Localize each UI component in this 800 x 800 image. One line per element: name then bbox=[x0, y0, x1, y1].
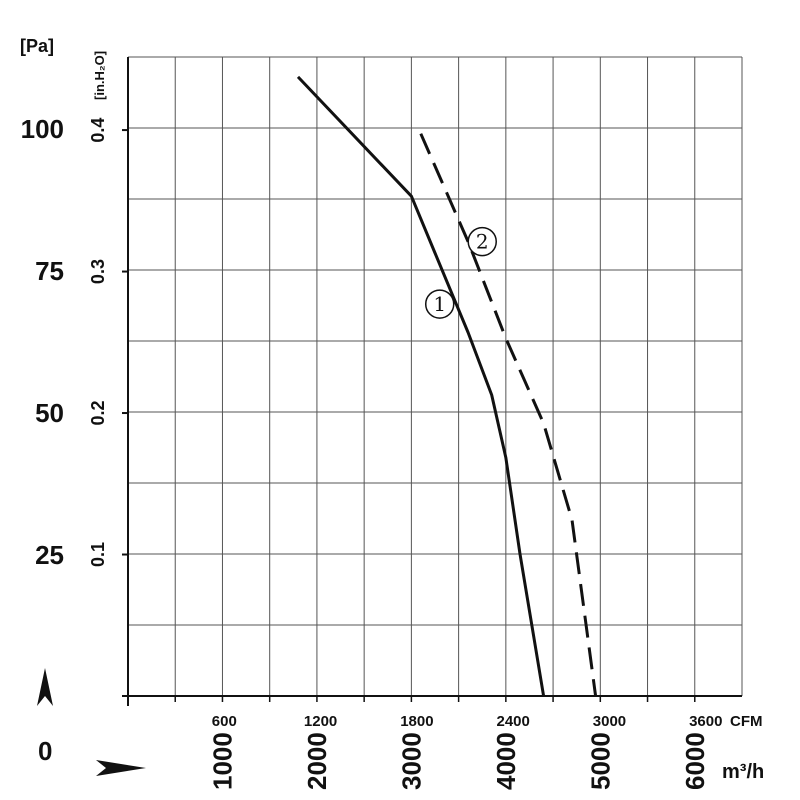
curve-marker-ring bbox=[424, 289, 455, 319]
pa-tick-label: 50 bbox=[35, 398, 64, 428]
inh2o-tick-label: 0.2 bbox=[88, 401, 108, 426]
x-axis-arrow-icon bbox=[96, 760, 146, 776]
m3h-tick-label: 5000 bbox=[585, 732, 615, 790]
axes bbox=[122, 57, 742, 706]
cfm-tick-label: 2400 bbox=[496, 713, 529, 730]
cfm-tick-label: 600 bbox=[212, 713, 237, 730]
m3h-tick-label: 3000 bbox=[396, 732, 426, 790]
origin-label: 0 bbox=[38, 736, 52, 766]
cfm-tick-label: 3600 bbox=[689, 713, 722, 730]
grid bbox=[128, 56, 743, 696]
curve-1 bbox=[296, 75, 546, 697]
cfm-unit-label: CFM bbox=[730, 713, 763, 730]
m3h-tick-label: 4000 bbox=[491, 732, 521, 790]
inh2o-tick-label: 0.4 bbox=[88, 118, 108, 143]
pa-tick-label: 75 bbox=[35, 256, 64, 286]
curves bbox=[296, 75, 598, 697]
curve-2 bbox=[419, 133, 598, 697]
cfm-tick-label: 1800 bbox=[400, 713, 433, 730]
curve-marker-label: 1 bbox=[433, 292, 446, 316]
pa-unit-label: [Pa] bbox=[20, 36, 54, 56]
m3h-unit-label: m³/h bbox=[722, 761, 764, 783]
inh2o-tick-label: 0.1 bbox=[88, 542, 108, 567]
m3h-tick-label: 1000 bbox=[207, 732, 237, 790]
inh2o-unit-label: [in.H₂O] bbox=[92, 51, 107, 100]
curve-marker-ring bbox=[467, 226, 497, 257]
curve-marker-label: 2 bbox=[476, 230, 489, 254]
pa-tick-label: 25 bbox=[35, 540, 64, 570]
labels: 25 50 75 100 0.1 0.2 0.3 0.4 600 1200 1800 2400 3000… bbox=[21, 114, 723, 790]
m3h-tick-label: 6000 bbox=[680, 732, 710, 790]
m3h-tick-label: 2000 bbox=[302, 732, 332, 790]
pa-tick-label: 100 bbox=[21, 114, 64, 144]
cfm-tick-label: 1200 bbox=[304, 713, 337, 730]
cfm-tick-label: 3000 bbox=[593, 713, 626, 730]
y-axis-arrow-icon bbox=[37, 668, 53, 706]
inh2o-tick-label: 0.3 bbox=[88, 259, 108, 284]
